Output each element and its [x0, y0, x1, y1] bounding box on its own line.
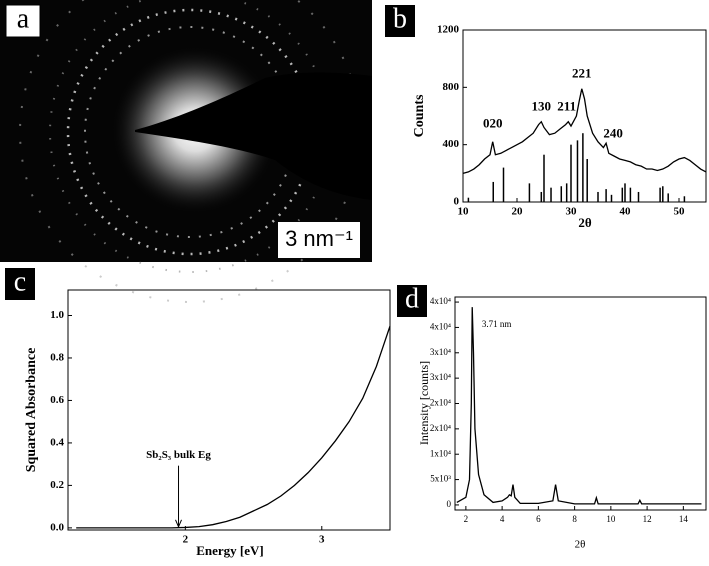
- panel-label-box: [385, 5, 415, 37]
- annotation: 211: [557, 98, 576, 113]
- x-axis-label: 2θ: [575, 539, 586, 551]
- x-tick-label: 20: [512, 206, 524, 218]
- scale-bar: 3 nm⁻¹: [285, 226, 353, 251]
- y-tick-label: 5x10³: [430, 474, 451, 484]
- annotation: 020: [483, 116, 503, 131]
- x-tick-label: 3: [319, 534, 325, 546]
- y-tick-label: 3x10⁴: [430, 347, 451, 357]
- panel-label-box: [397, 285, 427, 317]
- panel-label: c: [14, 266, 26, 297]
- arrow-head: [175, 519, 182, 529]
- y-tick-label: 0: [447, 499, 452, 509]
- x-axis-label: 2θ: [578, 215, 592, 230]
- data-line: [456, 307, 702, 505]
- y-tick-label: 400: [443, 138, 460, 150]
- x-tick-label: 2: [183, 534, 189, 546]
- diffraction-image: [0, 0, 372, 303]
- annotation: 221: [572, 65, 592, 80]
- plot-frame: [67, 289, 391, 531]
- panel-label: b: [393, 3, 407, 34]
- annotation: Sb₂S₃ bulk Eg: [146, 449, 211, 461]
- panel-label-box: [5, 268, 35, 300]
- y-tick-label: 2x10⁴: [430, 423, 451, 433]
- panel-label: d: [405, 283, 419, 314]
- data-line: [76, 325, 391, 529]
- annotation: 240: [603, 126, 623, 141]
- y-tick-label: 800: [443, 81, 460, 93]
- x-axis-label: Energy [eV]: [196, 543, 264, 558]
- y-tick-label: 0.8: [50, 351, 64, 363]
- y-tick-label: 4x10⁴: [430, 321, 451, 331]
- x-tick-label: 8: [572, 514, 577, 524]
- y-tick-label: 3x10⁴: [430, 372, 451, 382]
- x-tick-label: 50: [674, 206, 686, 218]
- y-tick-label: 1200: [437, 24, 460, 36]
- x-tick-label: 10: [606, 514, 616, 524]
- y-tick-label: 0: [454, 196, 460, 208]
- y-tick-label: 4x10⁴: [430, 296, 451, 306]
- x-tick-label: 2: [464, 514, 469, 524]
- y-tick-label: 1.0: [50, 309, 64, 321]
- annotation: 130: [532, 98, 552, 113]
- y-axis-label: Squared Absorbance: [24, 348, 39, 473]
- y-tick-label: 0.4: [50, 436, 64, 448]
- x-tick-label: 30: [566, 206, 578, 218]
- x-tick-label: 14: [679, 514, 689, 524]
- y-axis-label: Intensity [counts]: [417, 361, 431, 445]
- y-tick-label: 2x10⁴: [430, 398, 451, 408]
- x-tick-label: 40: [620, 206, 632, 218]
- scale-bar-box: [278, 222, 360, 258]
- y-axis-label: Counts: [412, 94, 427, 137]
- x-tick-label: 6: [536, 514, 541, 524]
- x-tick-label: 12: [643, 514, 652, 524]
- panel-label-box: [5, 4, 41, 38]
- y-tick-label: 0.2: [50, 479, 64, 491]
- data-line: [462, 88, 707, 174]
- panel-label: a: [17, 3, 30, 34]
- x-tick-label: 10: [458, 206, 470, 218]
- y-tick-label: 1x10⁴: [430, 448, 451, 458]
- y-tick-label: 0.6: [50, 394, 64, 406]
- y-tick-label: 0.0: [50, 521, 64, 533]
- x-tick-label: 4: [500, 514, 505, 524]
- plot-frame: [462, 29, 707, 203]
- annotation: 3.71 nm: [482, 319, 512, 329]
